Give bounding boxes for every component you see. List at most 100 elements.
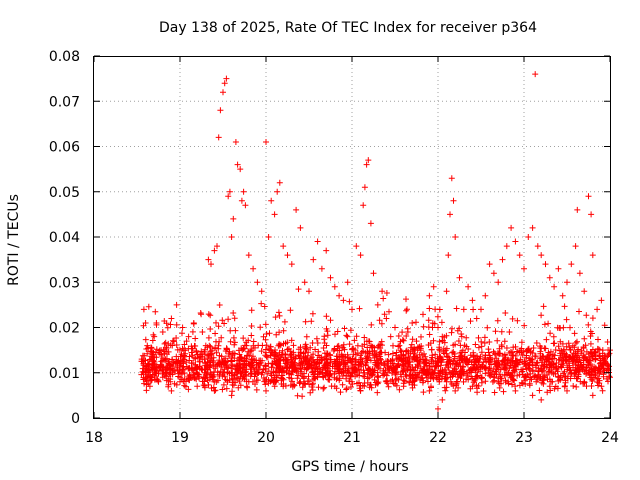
data-point	[501, 352, 508, 359]
data-point	[585, 351, 592, 357]
data-point	[383, 290, 390, 296]
data-point	[435, 324, 441, 331]
data-point	[263, 342, 270, 349]
data-point	[305, 365, 311, 372]
data-point	[456, 359, 463, 366]
data-point	[484, 324, 491, 331]
data-point	[237, 382, 244, 389]
data-point	[400, 365, 407, 372]
data-point	[205, 381, 212, 388]
data-point	[313, 335, 320, 342]
data-point	[543, 361, 550, 368]
data-point	[601, 356, 608, 363]
data-point	[280, 243, 287, 250]
data-point	[494, 362, 501, 369]
data-point	[470, 352, 477, 359]
data-point	[552, 347, 559, 353]
data-point	[379, 342, 385, 349]
data-point	[474, 357, 481, 364]
data-point	[419, 379, 426, 386]
data-point	[195, 371, 201, 378]
data-point	[352, 347, 359, 353]
data-point	[324, 332, 331, 339]
data-point	[427, 340, 434, 347]
data-point	[336, 369, 343, 376]
data-point	[147, 374, 154, 381]
data-point	[173, 321, 180, 328]
data-point	[356, 305, 363, 312]
data-point	[482, 292, 489, 299]
data-point	[494, 317, 501, 324]
data-point	[490, 270, 497, 277]
data-point	[506, 329, 513, 335]
data-point	[309, 381, 316, 388]
data-point	[400, 377, 407, 384]
data-point	[283, 357, 290, 364]
data-point	[321, 384, 328, 391]
data-point	[578, 347, 585, 354]
data-point	[284, 339, 291, 346]
data-point	[393, 349, 400, 356]
data-point	[158, 347, 165, 354]
data-point	[368, 342, 374, 349]
data-point	[588, 383, 595, 389]
data-point	[495, 378, 502, 385]
data-point	[298, 358, 305, 364]
data-point	[589, 392, 596, 399]
data-point	[183, 378, 189, 385]
data-point	[174, 364, 180, 371]
data-point	[503, 345, 510, 351]
data-point	[306, 378, 312, 385]
data-point	[139, 365, 146, 372]
data-point	[381, 311, 388, 318]
data-point	[152, 365, 159, 372]
data-point	[589, 315, 596, 322]
data-point	[290, 364, 297, 370]
data-point	[245, 252, 252, 259]
data-point	[407, 367, 414, 374]
data-point	[164, 324, 171, 331]
data-point	[372, 351, 379, 358]
data-point	[559, 292, 566, 299]
data-point	[379, 288, 386, 295]
data-point	[216, 371, 223, 378]
data-point	[284, 252, 291, 259]
data-point	[326, 376, 333, 383]
y-tick-label: 0	[71, 411, 80, 427]
y-tick-label: 0.06	[49, 140, 80, 156]
data-point	[218, 334, 225, 341]
data-point	[207, 326, 214, 332]
data-point	[262, 321, 269, 328]
data-point	[165, 375, 172, 382]
data-point	[201, 351, 208, 358]
data-point	[377, 356, 384, 363]
data-point	[470, 306, 477, 313]
data-point	[275, 309, 282, 316]
data-point	[532, 362, 539, 369]
data-point	[464, 372, 471, 379]
data-point	[189, 345, 196, 352]
data-point	[314, 238, 321, 245]
data-point	[271, 374, 278, 381]
data-point	[392, 324, 398, 331]
data-point	[597, 353, 604, 360]
data-point	[219, 373, 226, 379]
data-point	[556, 356, 563, 363]
data-point	[227, 327, 234, 334]
data-point	[317, 368, 323, 375]
data-point	[192, 335, 199, 342]
data-point	[466, 367, 472, 374]
data-point	[361, 184, 368, 191]
data-point	[518, 339, 525, 346]
data-point	[383, 315, 390, 322]
data-point	[587, 374, 594, 381]
data-point	[262, 336, 269, 343]
data-point	[271, 211, 278, 218]
data-point	[332, 358, 339, 365]
data-point	[268, 197, 275, 204]
data-point	[182, 347, 189, 354]
data-point	[461, 342, 468, 349]
data-point	[512, 343, 519, 350]
data-point	[469, 297, 476, 304]
data-point	[310, 351, 317, 358]
